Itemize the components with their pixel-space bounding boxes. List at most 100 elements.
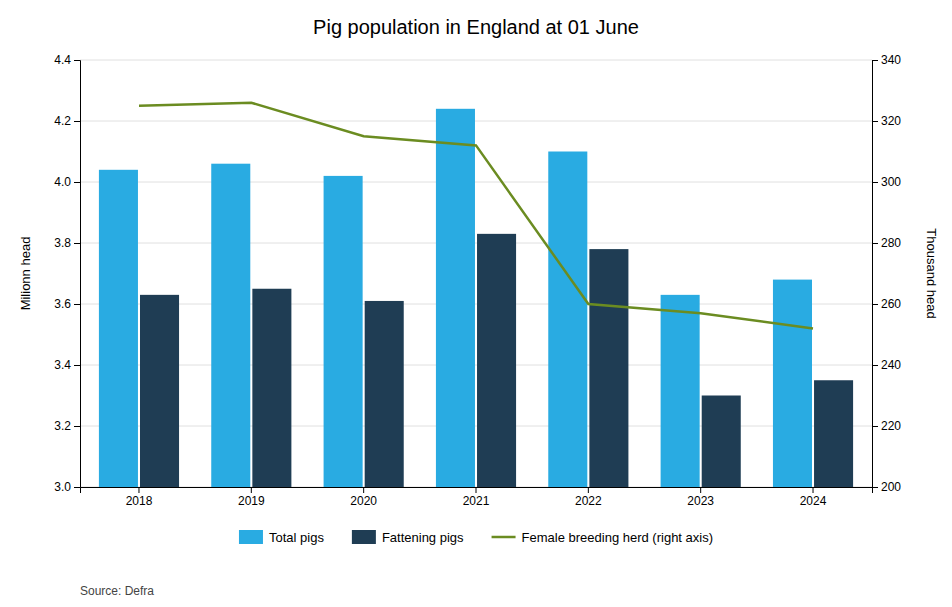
tick-mark [74,121,80,122]
tick-label: 300 [881,175,901,189]
axis-domain [873,61,879,488]
axis-domain [74,61,81,488]
tick: 2019 [238,487,265,508]
tick: 4.4 [54,53,80,67]
grid [80,60,872,487]
tick: 3.0 [54,480,80,494]
tick-mark [138,487,139,493]
bar [589,249,628,487]
tick: 2020 [350,487,377,508]
tick-mark [872,365,878,366]
legend-label: Total pigs [269,530,324,545]
tick-label: 2023 [687,494,714,508]
tick-mark [588,487,589,493]
tick: 320 [872,114,901,128]
grid-line [80,60,872,61]
tick-mark [872,426,878,427]
bar [702,396,741,488]
axis-label: Thousand head [924,228,939,318]
bar-series [140,234,853,487]
tick: 220 [872,419,901,433]
tick: 200 [872,480,901,494]
grid-line [80,121,872,122]
source: Source: Defra [80,584,154,598]
tick: 3.4 [54,358,80,372]
tick-mark [251,487,252,493]
tick-mark [476,487,477,493]
tick-label: 2018 [126,494,153,508]
tick-label: 3.2 [54,419,71,433]
tick-label: 2024 [800,494,827,508]
bar-series [99,109,812,487]
tick: 3.6 [54,297,80,311]
tick: 300 [872,175,901,189]
tick: 2021 [463,487,490,508]
tick: 260 [872,297,901,311]
bar [436,109,475,487]
tick-mark [872,60,878,61]
tick: 3.8 [54,236,80,250]
bar [324,176,363,487]
tick: 2023 [687,487,714,508]
tick-label: 2020 [350,494,377,508]
legend-item: Total pigs [239,530,324,545]
tick: 240 [872,358,901,372]
legend-label: Fattening pigs [382,530,464,545]
plot: 2018 2019 2020 2021 2022 2023 2024 3.0 3.2 3.4 3.6… [54,53,901,507]
legend-label: Female breeding herd (right axis) [522,530,713,545]
bar [548,152,587,488]
tick-label: 4.0 [54,175,71,189]
tick-mark [74,365,80,366]
axis: 200220240260280300320340 [872,53,901,494]
grid-line [80,243,872,244]
tick-label: 240 [881,358,901,372]
grid-line [80,304,872,305]
tick: 4.2 [54,114,80,128]
chart: 2018 2019 2020 2021 2022 2023 2024 3.0 3.2 3.4 3.6… [0,0,952,607]
tick-label: 3.6 [54,297,71,311]
bar [252,289,291,487]
bar [773,280,812,487]
tick-label: 320 [881,114,901,128]
tick-label: 260 [881,297,901,311]
tick-mark [74,182,80,183]
tick-mark [813,487,814,493]
legend-item: Female breeding herd (right axis) [492,530,713,545]
axis: 2018 2019 2020 2021 2022 2023 2024 [81,487,873,508]
tick: 2024 [800,487,827,508]
tick: 4.0 [54,175,80,189]
tick: 280 [872,236,901,250]
legend-swatch [492,536,516,539]
tick-label: 220 [881,419,901,433]
legend-swatch [352,530,376,544]
grid-line [80,182,872,183]
bar [140,295,179,487]
tick-label: 3.0 [54,480,71,494]
tick: 2022 [575,487,602,508]
axis: 3.0 3.2 3.4 3.6 3.8 4.0 4.2 4.4 [54,53,80,494]
tick-mark [872,487,878,488]
tick-label: 3.4 [54,358,71,372]
tick-mark [74,304,80,305]
tick-mark [74,60,80,61]
line [139,103,813,329]
tick-label: 200 [881,480,901,494]
tick-label: 4.4 [54,53,71,67]
bar [661,295,700,487]
bar [211,164,250,487]
bar [814,380,853,487]
tick-mark [872,304,878,305]
legend-swatch [239,530,263,544]
grid-line [80,365,872,366]
tick-mark [74,487,80,488]
tick-mark [74,426,80,427]
bar [365,301,404,487]
tick-mark [872,182,878,183]
tick-mark [74,243,80,244]
tick-label: 2019 [238,494,265,508]
bar [477,234,516,487]
tick: 3.2 [54,419,80,433]
tick-mark [700,487,701,493]
tick-mark [363,487,364,493]
legend: Total pigs Fattening pigs Female breeding … [239,530,713,545]
